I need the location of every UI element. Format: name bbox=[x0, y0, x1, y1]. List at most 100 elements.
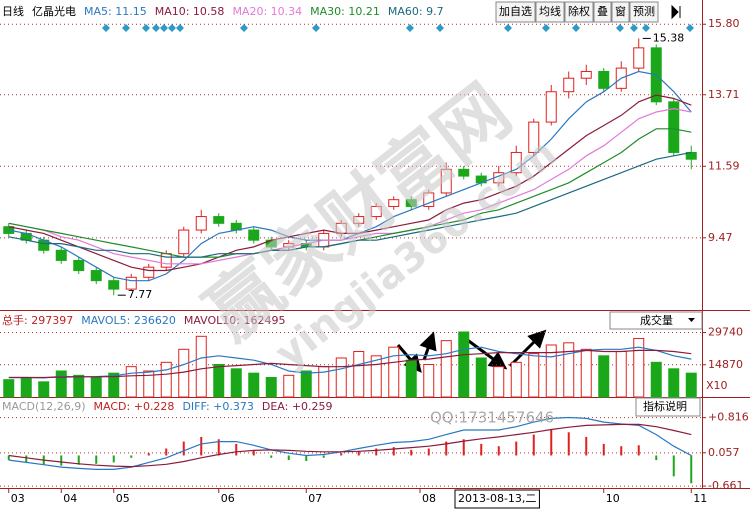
candle-body bbox=[213, 216, 225, 224]
volume-bar bbox=[510, 361, 522, 398]
volume-bar bbox=[300, 370, 312, 398]
volume-bar bbox=[563, 342, 575, 398]
volume-bar bbox=[335, 357, 347, 398]
info-markers bbox=[102, 24, 694, 32]
x-tick-label: 10 bbox=[606, 492, 620, 505]
toolbar-button[interactable]: 加自选 bbox=[495, 1, 536, 23]
button-label[interactable]: 窗 bbox=[615, 4, 626, 18]
volume-bar bbox=[20, 376, 32, 398]
legend-entry: MA5: 11.15 bbox=[84, 5, 147, 18]
select-box[interactable] bbox=[609, 311, 703, 330]
candle-body bbox=[178, 229, 190, 255]
volume-bar bbox=[633, 337, 645, 398]
volume-bar bbox=[38, 381, 50, 398]
volume-bar bbox=[230, 368, 242, 398]
button-box[interactable] bbox=[629, 1, 659, 23]
candle-body bbox=[633, 47, 645, 69]
volume-bar bbox=[615, 350, 627, 398]
toolbar-button[interactable]: 除权 bbox=[564, 1, 594, 23]
help-box[interactable] bbox=[635, 397, 701, 417]
indicator-line bbox=[8, 423, 692, 468]
y-tick-label: 13.71 bbox=[708, 88, 740, 101]
cursor-box bbox=[454, 489, 540, 509]
candle-body bbox=[423, 192, 435, 207]
candle-body bbox=[563, 77, 575, 93]
candle-body bbox=[160, 253, 172, 268]
candle-body bbox=[580, 70, 592, 79]
toolbar-button[interactable]: 均线 bbox=[535, 1, 565, 23]
volume-bar bbox=[108, 372, 120, 398]
legend-entry: MA30: 10.21 bbox=[310, 5, 380, 18]
y-tick-label: 29740 bbox=[708, 326, 743, 339]
volume-bar bbox=[125, 366, 137, 398]
legend-entry: MAVOL10: 162495 bbox=[184, 314, 286, 327]
select-label[interactable]: 成交量 bbox=[640, 313, 673, 327]
volume-bar bbox=[580, 348, 592, 398]
x-tick-label: 07 bbox=[308, 492, 322, 505]
toolbar-button[interactable]: 叠 bbox=[593, 1, 612, 23]
volume-bar bbox=[195, 335, 207, 398]
candle-body bbox=[545, 91, 557, 123]
button-label[interactable]: 均线 bbox=[539, 4, 561, 18]
y-tick-label: 11.59 bbox=[708, 159, 740, 172]
volume-bar bbox=[685, 372, 697, 398]
nav-arrow[interactable] bbox=[671, 4, 681, 20]
candle-body bbox=[248, 229, 260, 241]
volume-bar bbox=[248, 372, 260, 398]
button-box[interactable] bbox=[535, 1, 565, 23]
cursor-date: 2013-08-13,二 bbox=[454, 489, 540, 509]
button-box[interactable] bbox=[564, 1, 594, 23]
volume-bar bbox=[545, 344, 557, 398]
candle-body bbox=[3, 226, 15, 234]
button-box[interactable] bbox=[593, 1, 612, 23]
toolbar-button[interactable]: 窗 bbox=[611, 1, 630, 23]
indicator-line bbox=[8, 70, 692, 282]
y-tick-label: 9.47 bbox=[708, 231, 733, 244]
volume-bar bbox=[598, 355, 610, 398]
volume-bar bbox=[178, 348, 190, 398]
x-tick-label: 05 bbox=[116, 492, 130, 505]
indicator-select[interactable]: 成交量 bbox=[609, 311, 703, 330]
volume-bar bbox=[90, 376, 102, 398]
candle-body bbox=[440, 168, 452, 194]
volume-bar bbox=[265, 376, 277, 398]
candle-body bbox=[143, 266, 155, 278]
volume-bar bbox=[458, 331, 470, 398]
candle-body bbox=[108, 280, 120, 290]
candle-body bbox=[458, 168, 470, 177]
y-tick-label: 15.80 bbox=[708, 17, 740, 30]
toolbar-button[interactable]: 预测 bbox=[629, 1, 659, 23]
button-label[interactable]: 预测 bbox=[633, 5, 655, 18]
candle-body bbox=[90, 270, 102, 282]
button-label[interactable]: 叠 bbox=[597, 5, 608, 18]
button-label[interactable]: 加自选 bbox=[499, 5, 532, 18]
x-tick-label: 11 bbox=[693, 492, 707, 505]
button-box[interactable] bbox=[495, 1, 536, 23]
indicator-help[interactable]: 指标说明 bbox=[635, 397, 701, 417]
annotation-label: 7.77 bbox=[128, 288, 153, 301]
indicator-line bbox=[8, 416, 692, 470]
candle-body bbox=[195, 216, 207, 231]
candle-body bbox=[388, 199, 400, 207]
volume-bar bbox=[143, 370, 155, 398]
total-volume: 总手: 297397 bbox=[2, 313, 73, 327]
stock-name: 亿晶光电 bbox=[32, 4, 76, 18]
volume-bar bbox=[405, 359, 417, 398]
x-tick-label: 06 bbox=[221, 492, 235, 505]
y-tick-label: 14870 bbox=[708, 358, 743, 371]
volume-bar bbox=[493, 366, 505, 398]
button-label[interactable]: 除权 bbox=[568, 4, 590, 18]
volume-bar bbox=[668, 368, 680, 398]
select-arrow[interactable] bbox=[688, 318, 695, 322]
macd-label: MACD: +0.228 bbox=[94, 400, 175, 413]
cursor-label: 2013-08-13,二 bbox=[458, 492, 536, 505]
button-box[interactable] bbox=[611, 1, 630, 23]
candle-body bbox=[73, 259, 85, 272]
volume-bar bbox=[650, 361, 662, 398]
legend-entry: MA10: 10.58 bbox=[155, 5, 225, 18]
indicator-line bbox=[8, 94, 692, 272]
volume-bar bbox=[440, 340, 452, 398]
help-label[interactable]: 指标说明 bbox=[643, 399, 687, 413]
legend-entry: DEA: +0.259 bbox=[262, 400, 333, 413]
